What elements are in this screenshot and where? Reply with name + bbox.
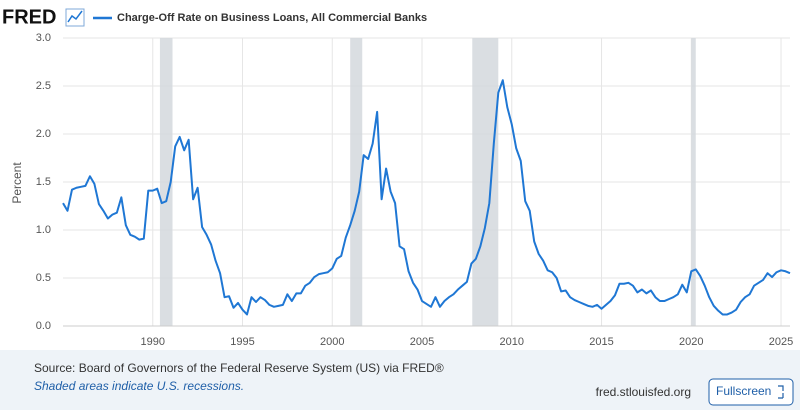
recession-note: Shaded areas indicate U.S. recessions. (34, 379, 244, 393)
x-tick-label: 2025 (769, 336, 793, 348)
button-icon[interactable] (778, 385, 784, 399)
y-tick-label: 2.5 (36, 80, 51, 92)
chart-panel (0, 0, 800, 350)
x-tick-label: 2005 (410, 336, 434, 348)
y-tick-label: 2.0 (36, 128, 51, 140)
y-tick-label: 1.0 (36, 224, 51, 236)
y-axis-label: Percent (10, 162, 24, 204)
site-link: fred.stlouisfed.org (596, 385, 691, 399)
x-tick-label: 1995 (230, 336, 254, 348)
button-frame[interactable] (708, 378, 794, 406)
y-tick-label: 1.5 (36, 176, 51, 188)
source: Source: Board of Governors of the Federa… (34, 361, 444, 375)
fullscreen-button[interactable]: Fullscreen (708, 378, 794, 406)
x-tick-label: 2015 (589, 336, 613, 348)
button-label[interactable]: Fullscreen (716, 384, 771, 398)
recession-shade (350, 38, 363, 326)
y-tick-label: 3.0 (36, 32, 51, 44)
recession-shade (691, 38, 696, 326)
x-tick-label: 2020 (679, 336, 703, 348)
recession-shade (472, 38, 499, 326)
x-tick-label: 2000 (320, 336, 344, 348)
logo-icon (65, 8, 85, 27)
x-tick-label: 1990 (141, 336, 165, 348)
x-tick-label: 2010 (500, 336, 524, 348)
series-line (62, 79, 791, 316)
recession-shade (159, 38, 173, 326)
logo: FRED (2, 6, 56, 28)
y-tick-label: 0.0 (36, 320, 51, 332)
y-tick-label: 0.5 (36, 272, 51, 284)
legend-label: Charge-Off Rate on Business Loans, All C… (117, 12, 427, 24)
